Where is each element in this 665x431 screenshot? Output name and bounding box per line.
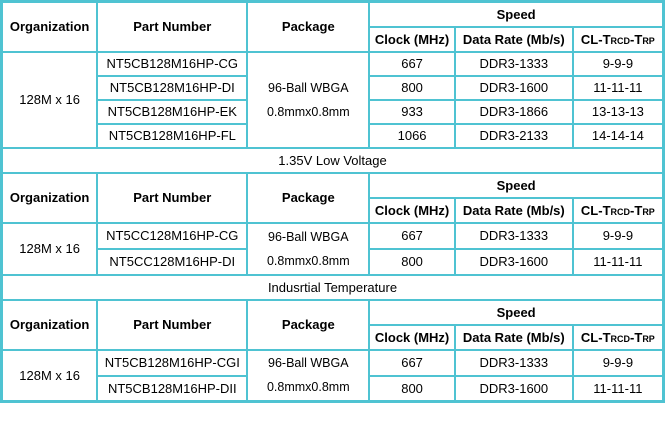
- cell-part-number: NT5CB128M16HP-DI: [96, 74, 249, 101]
- table-row: Organization Part Number Package Speed: [0, 298, 665, 351]
- cell-clock: 933: [368, 98, 456, 125]
- cell-cl: 9-9-9: [571, 50, 665, 77]
- col-header-package: Package: [246, 0, 371, 53]
- table-row: NT5CB128M16HP-EK 933 DDR3-1866 13-13-13: [2, 98, 665, 125]
- cell-organization: 128M x 16: [0, 50, 99, 149]
- package-line-2: 0.8mmx0.8mm: [266, 104, 350, 119]
- table-row: Organization Part Number Package Speed: [0, 0, 665, 53]
- cell-cl: 11-11-11: [571, 74, 665, 101]
- cell-organization: 128M x 16: [0, 221, 99, 276]
- cell-data-rate: DDR3-1333: [453, 50, 574, 77]
- cell-clock: 667: [368, 348, 456, 377]
- col-header-part-number: Part Number: [96, 0, 249, 53]
- cell-cl: 11-11-11: [571, 374, 665, 403]
- col-header-organization: Organization: [0, 298, 99, 351]
- cell-clock: 800: [368, 374, 456, 403]
- cell-clock: 1066: [368, 122, 456, 149]
- cell-organization: 128M x 16: [0, 348, 99, 403]
- cell-data-rate: DDR3-1600: [453, 74, 574, 101]
- table-row: NT5CB128M16HP-FL 1066 DDR3-2133 14-14-14: [2, 122, 665, 149]
- col-header-clock: Clock (MHz): [368, 25, 456, 53]
- cell-clock: 800: [368, 247, 456, 276]
- cl-subscript-rp: RP: [642, 333, 655, 344]
- col-header-data-rate: Data Rate (Mb/s): [453, 196, 574, 224]
- cell-cl: 14-14-14: [571, 122, 665, 149]
- table-row: 128M x 16 NT5CB128M16HP-CG 96-Ball WBGA …: [0, 50, 665, 149]
- table-row: Organization Part Number Package Speed: [0, 171, 665, 224]
- table-row: NT5CC128M16HP-DI 800 DDR3-1600 11-11-11: [2, 247, 665, 276]
- cell-package: 96-Ball WBGA 0.8mmx0.8mm: [246, 348, 371, 403]
- cell-clock: 667: [368, 50, 456, 77]
- col-header-part-number: Part Number: [96, 171, 249, 224]
- cell-part-number: NT5CB128M16HP-EK: [96, 98, 249, 125]
- cl-prefix: CL-T: [580, 202, 611, 218]
- cell-part-number: NT5CB128M16HP-CG: [96, 50, 249, 77]
- cell-data-rate: DDR3-1866: [453, 98, 574, 125]
- cl-subscript-rp: RP: [642, 35, 655, 46]
- table-row: Clock (MHz) Data Rate (Mb/s) CL-TRCD-TRP: [2, 196, 665, 224]
- package-line-1: 96-Ball WBGA: [268, 229, 349, 244]
- cell-part-number: NT5CC128M16HP-CG: [96, 221, 249, 250]
- col-header-organization: Organization: [0, 0, 99, 53]
- cell-cl: 9-9-9: [571, 348, 665, 377]
- col-header-speed: Speed: [368, 171, 665, 199]
- col-header-package: Package: [246, 171, 371, 224]
- cell-part-number: NT5CB128M16HP-DII: [96, 374, 249, 403]
- package-line-1: 96-Ball WBGA: [268, 80, 349, 95]
- table-row: 1.35V Low Voltage: [0, 146, 665, 174]
- cl-mid: -T: [630, 329, 643, 345]
- cell-clock: 800: [368, 74, 456, 101]
- cell-data-rate: DDR3-1333: [453, 221, 574, 250]
- col-header-clock: Clock (MHz): [368, 323, 456, 351]
- table-row: 128M x 16 NT5CC128M16HP-CG 96-Ball WBGA …: [0, 221, 665, 276]
- cell-data-rate: DDR3-2133: [453, 122, 574, 149]
- cl-prefix: CL-T: [580, 31, 611, 47]
- table-row: 128M x 16 NT5CB128M16HP-CGI 96-Ball WBGA…: [0, 348, 665, 403]
- cell-part-number: NT5CC128M16HP-DI: [96, 247, 249, 276]
- cell-clock: 667: [368, 221, 456, 250]
- table-row: Clock (MHz) Data Rate (Mb/s) CL-TRCD-TRP: [2, 323, 665, 351]
- col-header-cl-trcd-trp: CL-TRCD-TRP: [571, 323, 665, 351]
- package-line-1: 96-Ball WBGA: [268, 356, 349, 371]
- cell-data-rate: DDR3-1600: [453, 374, 574, 403]
- cell-package: 96-Ball WBGA 0.8mmx0.8mm: [246, 221, 371, 276]
- col-header-speed: Speed: [368, 298, 665, 326]
- cell-data-rate: DDR3-1600: [453, 247, 574, 276]
- col-header-cl-trcd-trp: CL-TRCD-TRP: [571, 25, 665, 53]
- col-header-package: Package: [246, 298, 371, 351]
- col-header-clock: Clock (MHz): [368, 196, 456, 224]
- cl-prefix: CL-T: [580, 329, 611, 345]
- col-header-data-rate: Data Rate (Mb/s): [453, 323, 574, 351]
- package-line-2: 0.8mmx0.8mm: [266, 380, 350, 395]
- cell-package: 96-Ball WBGA 0.8mmx0.8mm: [246, 50, 371, 149]
- col-header-data-rate: Data Rate (Mb/s): [453, 25, 574, 53]
- cl-subscript-rcd: RCD: [610, 333, 631, 344]
- section-divider-low-voltage: 1.35V Low Voltage: [0, 146, 665, 174]
- table-row: NT5CB128M16HP-DI 800 DDR3-1600 11-11-11: [2, 74, 665, 101]
- col-header-organization: Organization: [0, 171, 99, 224]
- table-row: Indusrtial Temperature: [0, 273, 665, 301]
- cell-cl: 9-9-9: [571, 221, 665, 250]
- cell-part-number: NT5CB128M16HP-FL: [96, 122, 249, 149]
- section-divider-industrial-temperature: Indusrtial Temperature: [0, 273, 665, 301]
- col-header-part-number: Part Number: [96, 298, 249, 351]
- table-row: NT5CB128M16HP-DII 800 DDR3-1600 11-11-11: [2, 374, 665, 403]
- cell-cl: 13-13-13: [571, 98, 665, 125]
- memory-spec-table: Organization Part Number Package Speed C…: [0, 0, 665, 403]
- cl-mid: -T: [630, 31, 643, 47]
- package-line-2: 0.8mmx0.8mm: [266, 253, 350, 268]
- cl-subscript-rp: RP: [642, 206, 655, 217]
- cell-cl: 11-11-11: [571, 247, 665, 276]
- col-header-cl-trcd-trp: CL-TRCD-TRP: [571, 196, 665, 224]
- cl-subscript-rcd: RCD: [610, 35, 631, 46]
- col-header-speed: Speed: [368, 0, 665, 28]
- table-row: Clock (MHz) Data Rate (Mb/s) CL-TRCD-TRP: [2, 25, 665, 53]
- cl-subscript-rcd: RCD: [610, 206, 631, 217]
- cl-mid: -T: [630, 202, 643, 218]
- cell-data-rate: DDR3-1333: [453, 348, 574, 377]
- cell-part-number: NT5CB128M16HP-CGI: [96, 348, 249, 377]
